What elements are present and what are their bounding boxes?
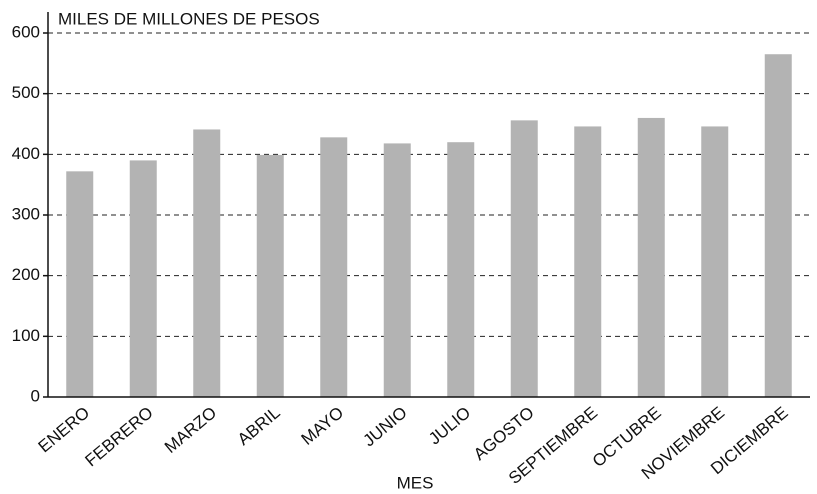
y-tick-label: 200 (12, 265, 40, 284)
bar (256, 154, 284, 397)
bar (383, 143, 411, 397)
y-tick-label: 600 (12, 22, 40, 41)
y-tick-label: 400 (12, 144, 40, 163)
x-tick-label: JUNIO (359, 403, 410, 450)
bar (320, 137, 348, 397)
x-tick-label: ENERO (35, 403, 94, 456)
bar (193, 129, 221, 397)
y-tick-label: 0 (31, 386, 40, 405)
x-axis-label: MES (397, 473, 434, 492)
bar (701, 126, 729, 397)
bar (129, 160, 157, 397)
bar (447, 142, 475, 397)
x-tick-label: MARZO (161, 403, 220, 457)
y-tick-label: 100 (12, 326, 40, 345)
bar (574, 126, 602, 397)
y-tick-label: 300 (12, 204, 40, 223)
bar (764, 54, 792, 397)
x-tick-label: FEBRERO (82, 403, 157, 470)
bar (510, 120, 538, 398)
bar (66, 171, 94, 397)
x-tick-label: MAYO (298, 403, 348, 449)
x-tick-label: ABRIL (234, 403, 284, 449)
x-tick-label: JULIO (425, 403, 474, 449)
y-tick-label: 500 (12, 83, 40, 102)
bar (637, 117, 665, 397)
y-axis-label: MILES DE MILLONES DE PESOS (58, 9, 320, 28)
